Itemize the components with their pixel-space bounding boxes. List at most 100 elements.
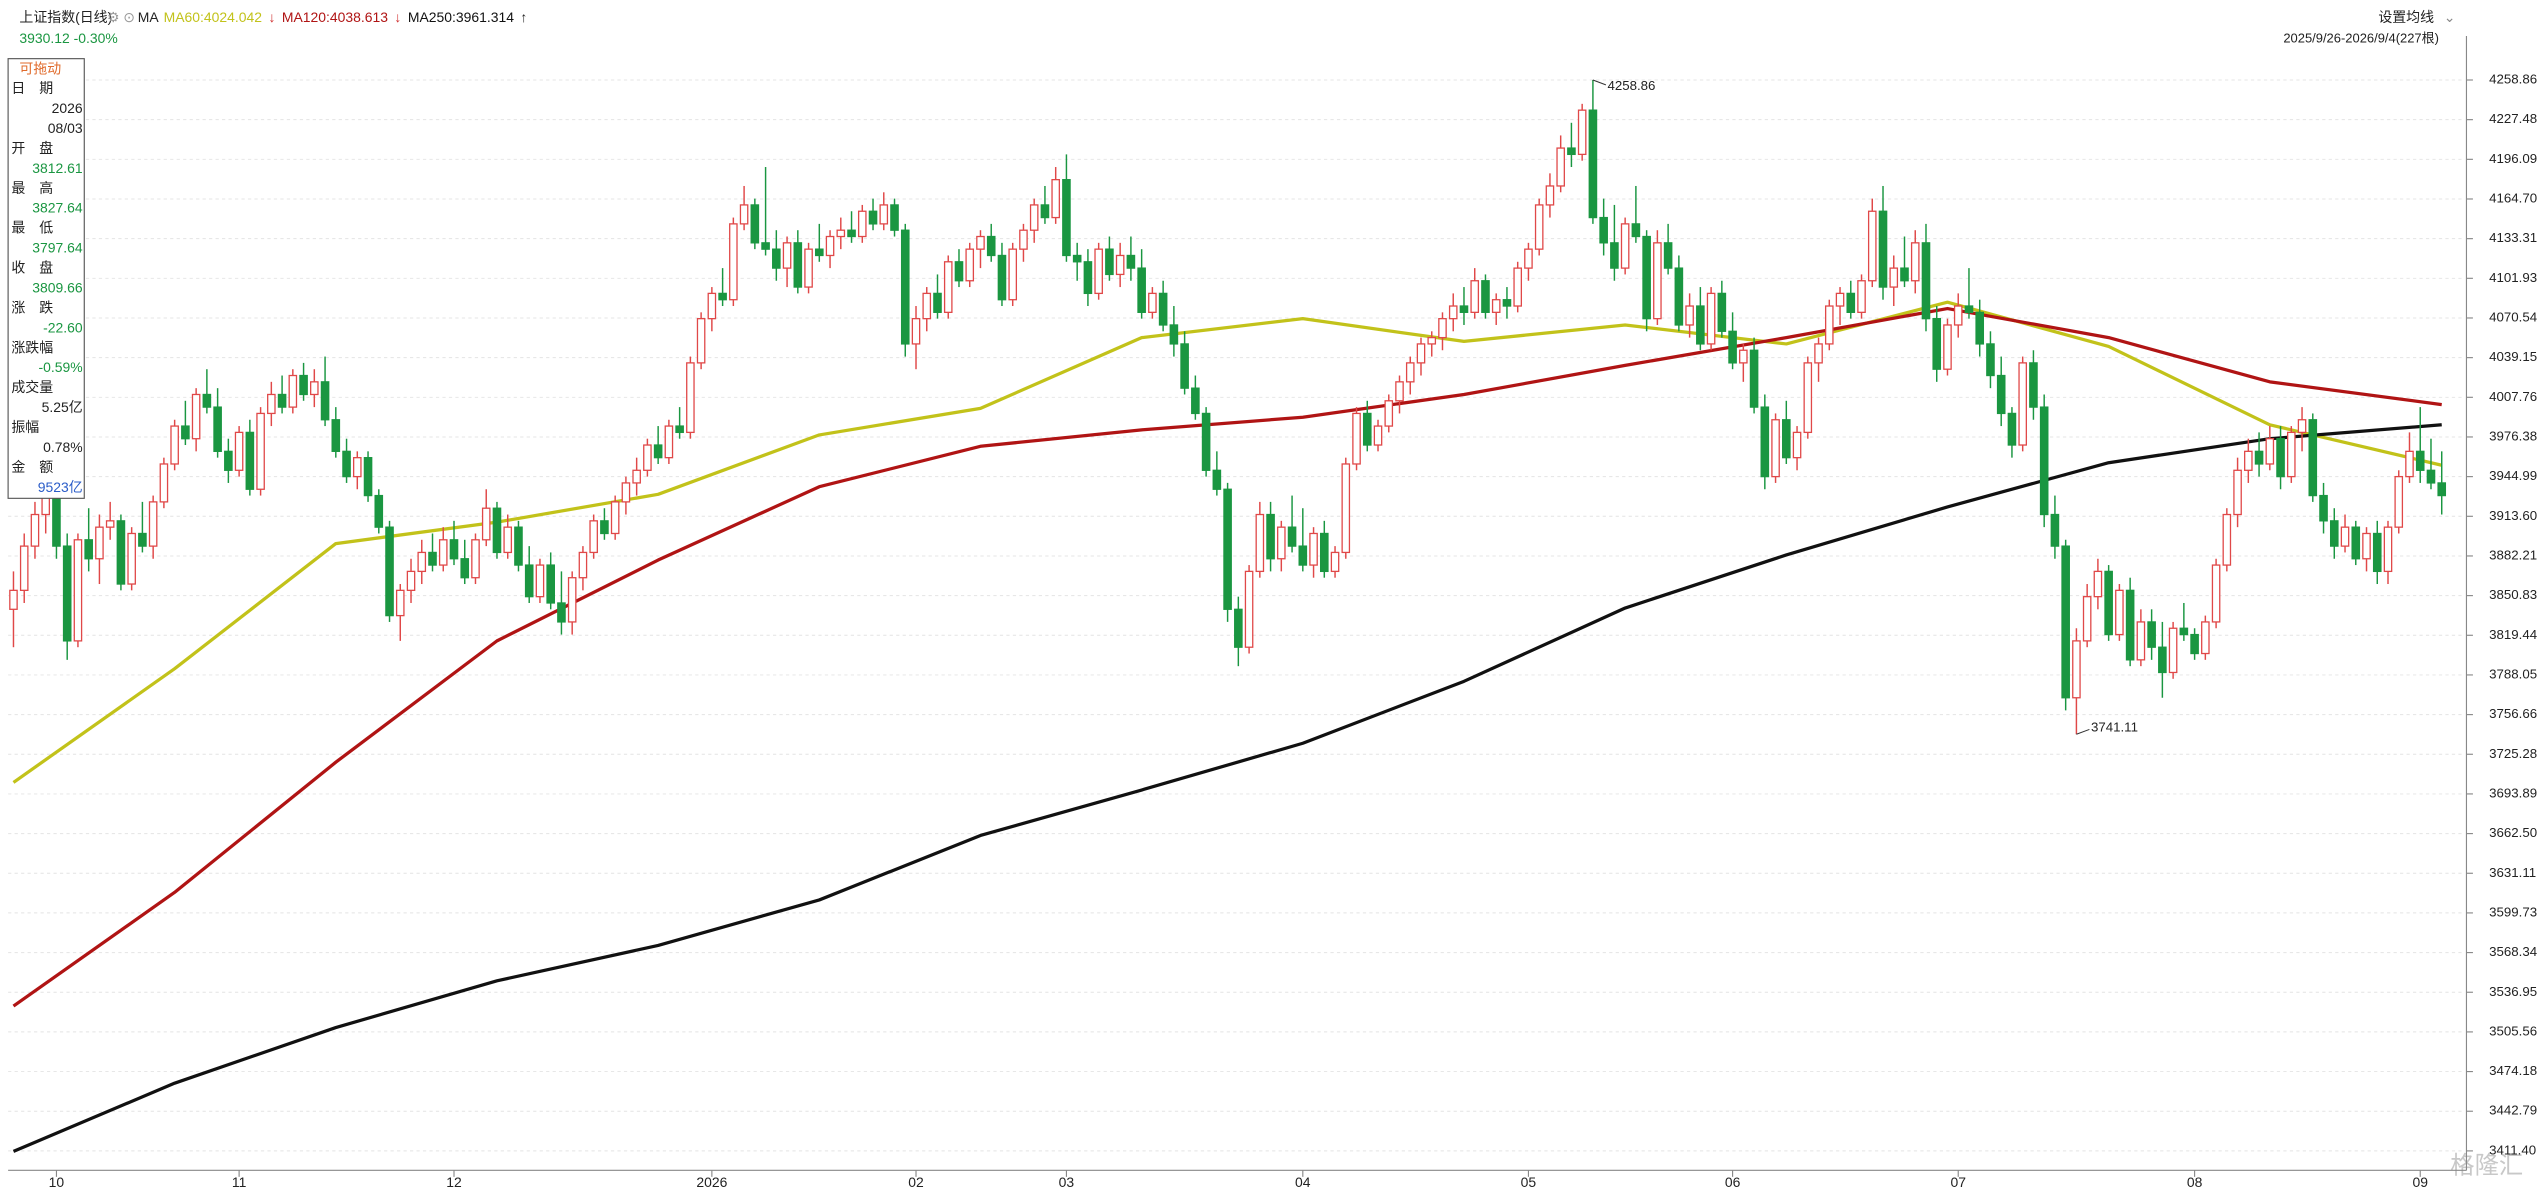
candle-body xyxy=(664,425,674,459)
candle-body xyxy=(782,242,792,269)
candle-body xyxy=(1878,210,1888,288)
legend-entry: MA120:4038.613 xyxy=(282,9,388,25)
candle-body xyxy=(2372,532,2382,573)
candle-body xyxy=(1610,242,1619,269)
candle-body xyxy=(1481,280,1490,313)
y-tick-label: 4227.48 xyxy=(2489,111,2537,126)
candle-body xyxy=(1857,280,1866,313)
icons[interactable]: ⚙ ⊙ xyxy=(107,9,135,25)
candle-body xyxy=(857,210,867,238)
info-value: 2026 xyxy=(52,100,83,116)
x-tick-label: 05 xyxy=(1521,1174,1537,1190)
candle-body xyxy=(1953,305,1963,326)
candle-body xyxy=(1706,292,1716,345)
candle-body xyxy=(352,457,362,478)
x-tick-label: 10 xyxy=(49,1174,65,1190)
x-tick-label: 12 xyxy=(446,1174,462,1190)
candle-body xyxy=(1051,179,1060,219)
candle-body xyxy=(385,526,394,617)
candle-body xyxy=(1169,324,1179,345)
candle-body xyxy=(1599,216,1608,244)
info-label: 日 期 xyxy=(11,80,53,96)
candle-body xyxy=(578,551,588,579)
ma-lines xyxy=(12,300,2443,1153)
info-value: 08/03 xyxy=(48,120,83,136)
legend-arrow: ↓ xyxy=(394,9,401,25)
candle-body xyxy=(181,425,190,440)
candle-body xyxy=(1986,343,1995,377)
candle-body xyxy=(686,362,695,434)
candle-body xyxy=(2211,564,2221,623)
candle-body xyxy=(2093,570,2103,598)
y-tick-label: 3819.44 xyxy=(2489,627,2537,642)
candle-body xyxy=(729,223,738,301)
candle-body xyxy=(1330,551,1340,573)
candle-body xyxy=(395,589,405,617)
candle-body xyxy=(1524,248,1533,269)
info-label: 最 低 xyxy=(11,220,53,236)
candle-body xyxy=(2190,633,2199,655)
candle-body xyxy=(1448,305,1458,320)
candle-body xyxy=(267,393,276,415)
candle-body xyxy=(2179,627,2189,636)
candle-body xyxy=(772,248,781,269)
candle-body xyxy=(159,463,169,503)
candle-body xyxy=(965,248,975,282)
candle-body xyxy=(503,526,513,554)
x-tick-label: 02 xyxy=(908,1174,924,1190)
y-tick-label: 3442.79 xyxy=(2489,1103,2537,1118)
info-value: -0.59% xyxy=(39,359,83,375)
legend-entry: MA250:3961.314 xyxy=(408,9,514,25)
dropdown-icon[interactable]: ⌄ xyxy=(2444,9,2456,25)
candle-body xyxy=(2147,621,2156,648)
info-value: 9523亿 xyxy=(38,479,83,495)
candle-body xyxy=(2007,412,2017,446)
candle-body xyxy=(331,419,341,452)
last-quote: 3930.12 -0.30% xyxy=(19,30,117,46)
candle-body xyxy=(1943,324,1952,370)
candle-body xyxy=(1072,254,1082,263)
y-tick-label: 3536.95 xyxy=(2489,984,2537,999)
candle-body xyxy=(514,526,523,566)
candle-body xyxy=(9,589,18,610)
x-tick-label: 2026 xyxy=(696,1174,727,1190)
info-value: 3812.61 xyxy=(32,160,83,176)
ma-label: MA xyxy=(138,9,160,25)
candle-body xyxy=(707,292,717,320)
candle-body xyxy=(1889,267,1899,288)
candle-body xyxy=(976,235,985,250)
candle-body xyxy=(1717,292,1727,332)
candle-body xyxy=(954,261,964,282)
candle-body xyxy=(202,393,212,408)
candle-body xyxy=(750,204,760,244)
candle-body xyxy=(342,450,351,478)
candle-body xyxy=(95,526,104,560)
candle-body xyxy=(417,551,427,573)
candle-body xyxy=(1148,292,1157,313)
candle-body xyxy=(1405,362,1415,383)
candle-body xyxy=(1298,545,1308,566)
candle-body xyxy=(621,482,631,503)
candle-body xyxy=(1932,318,1942,370)
settings-button[interactable]: 设置均线 xyxy=(2378,9,2434,25)
info-label: 最 高 xyxy=(11,180,53,196)
range-label: 2025/9/26-2026/9/4(227根) xyxy=(2283,31,2439,46)
y-tick-label: 3411.40 xyxy=(2489,1142,2536,1157)
info-label: 开 盘 xyxy=(11,140,53,156)
candle-body xyxy=(1105,248,1114,276)
candle-body xyxy=(2018,362,2027,446)
candle-body xyxy=(1792,431,1802,459)
legend-arrow: ↑ xyxy=(520,9,527,25)
candle-body xyxy=(1137,267,1146,313)
candle-body xyxy=(19,545,29,591)
y-tick-label: 4196.09 xyxy=(2489,151,2537,166)
y-tick-label: 3505.56 xyxy=(2489,1023,2537,1038)
candle-body xyxy=(1996,374,2006,415)
candle-body xyxy=(1427,336,1437,345)
candle-body xyxy=(1470,280,1480,313)
candle-body xyxy=(2222,513,2232,566)
chart-title: 上证指数(日线) xyxy=(19,9,112,25)
candle-body xyxy=(1814,343,1823,364)
